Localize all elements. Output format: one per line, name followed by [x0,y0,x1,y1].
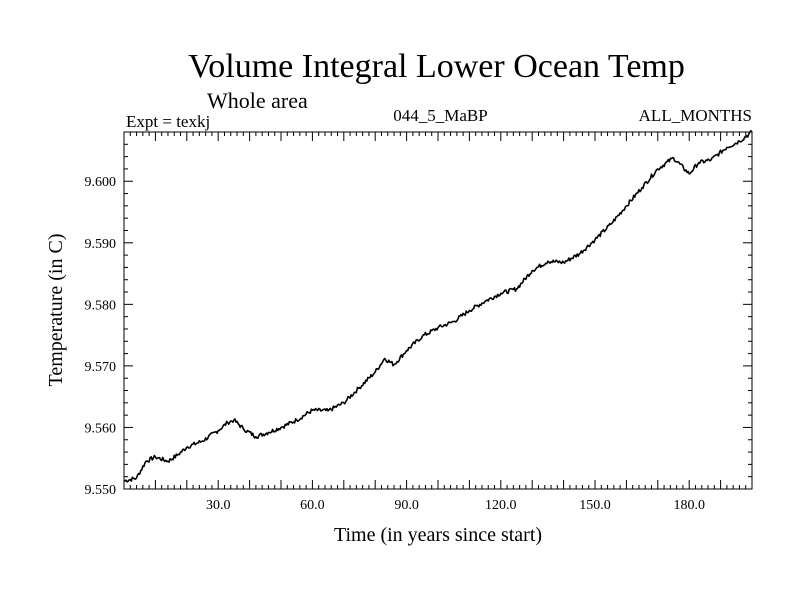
x-axis-label: Time (in years since start) [334,524,542,546]
run-id-label: 044_5_MaBP [393,106,488,125]
series-line [123,130,753,483]
x-tick-label: 150.0 [579,498,611,513]
x-tick-label: 30.0 [206,498,231,513]
y-tick-label: 9.580 [85,298,117,313]
y-tick-label: 9.600 [85,175,117,190]
x-tick-label: 180.0 [673,498,705,513]
chart-title: Volume Integral Lower Ocean Temp [188,48,685,85]
y-tick-label: 9.590 [85,237,117,252]
months-label: ALL_MONTHS [638,106,752,125]
series-layer [123,130,753,483]
chart-subtitle: Whole area [207,88,308,113]
y-tick-label: 9.570 [85,360,117,375]
plot-frame [123,131,753,490]
y-axis-label: Temperature (in C) [45,234,67,387]
experiment-label: Expt = texkj [126,112,211,131]
tick-layer: 30.0 60.0 90.0 120.0 150.0 180.0 9.550 9.560 9.5… [85,132,752,513]
x-tick-label: 90.0 [394,498,419,513]
y-tick-label: 9.550 [85,483,117,498]
x-tick-label: 120.0 [485,498,517,513]
y-tick-label: 9.560 [85,421,117,436]
x-tick-label: 60.0 [300,498,325,513]
